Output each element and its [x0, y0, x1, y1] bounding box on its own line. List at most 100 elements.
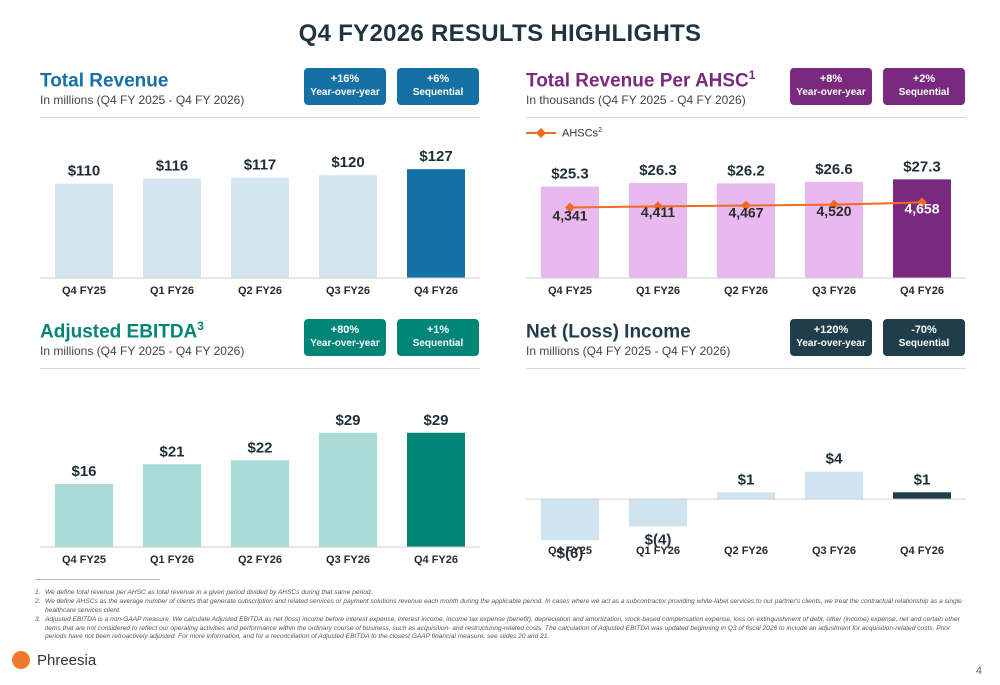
x-tick-revenue-4: Q4 FY26 — [414, 285, 458, 297]
data-label-income-0: $(6) — [557, 545, 584, 562]
yoy-badge: +120% Year-over-year — [790, 319, 872, 356]
x-tick-ebitda-4: Q4 FY26 — [414, 554, 458, 566]
bar-income-1 — [629, 499, 687, 527]
net-income-subtitle: In millions (Q4 FY 2025 - Q4 FY 2026) — [526, 344, 731, 358]
data-label-revenue-0: $110 — [68, 163, 101, 180]
bar-income-3 — [805, 471, 863, 500]
panel-divider — [40, 117, 480, 118]
data-label-ahsc-3: $26.6 — [815, 161, 853, 178]
footnote-rule — [35, 579, 160, 580]
revenue-per-ahsc-chart: $25.3 Q4 FY25 $26.3 Q1 FY26 $26.2 Q2 FY26 $26.… — [526, 158, 966, 297]
footnote-item: 1. We define total revenue per AHSC as to… — [35, 589, 373, 596]
bar-ahsc-0 — [541, 186, 599, 278]
sequential-badge: -70% Sequential — [883, 319, 965, 356]
page-number: 4 — [975, 665, 982, 677]
yoy-badge: +8% Year-over-year — [790, 68, 872, 105]
data-label-ahsc-0: $25.3 — [551, 166, 589, 183]
data-label-income-1: $(4) — [645, 531, 672, 548]
ahsc-point-3 — [829, 199, 839, 210]
data-label-ahsc-1: $26.3 — [639, 162, 677, 179]
footnote-item: 2. We define AHSCs as the average number … — [35, 597, 962, 614]
data-label-ebitda-3: $29 — [335, 412, 360, 429]
ahsc-value-label-4: 4,658 — [904, 200, 939, 216]
bar-ahsc-4 — [893, 179, 951, 278]
ahsc-value-label-3: 4,520 — [816, 203, 851, 219]
revenue-per-ahsc-panel: Total Revenue Per AHSC1 In thousands (Q4… — [526, 68, 966, 308]
ahsc-value-label-2: 4,467 — [728, 204, 763, 220]
x-tick-ebitda-3: Q3 FY26 — [326, 554, 370, 566]
x-tick-ahsc-3: Q3 FY26 — [812, 285, 856, 297]
data-label-revenue-2: $117 — [244, 157, 277, 174]
ahsc-point-4 — [917, 197, 927, 208]
yoy-badge: +16% Year-over-year — [304, 68, 386, 105]
x-tick-income-0: Q4 FY25 — [548, 545, 592, 557]
data-label-revenue-3: $120 — [331, 154, 364, 171]
bar-ahsc-3 — [805, 181, 863, 278]
bar-ebitda-3 — [319, 432, 377, 547]
bar-income-4 — [893, 492, 951, 500]
net-income-title: Net (Loss) Income — [526, 321, 691, 343]
data-label-ahsc-2: $26.2 — [727, 162, 765, 179]
x-tick-ahsc-0: Q4 FY25 — [548, 285, 592, 297]
footnotes: 1. We define total revenue per AHSC as to… — [35, 589, 965, 642]
data-label-ebitda-1: $21 — [159, 443, 184, 460]
ahsc-point-2 — [741, 200, 751, 211]
bar-revenue-1 — [143, 178, 201, 278]
bar-ebitda-0 — [55, 483, 113, 547]
bar-revenue-3 — [319, 175, 377, 278]
sequential-badge: +1% Sequential — [397, 319, 479, 356]
bar-ebitda-1 — [143, 464, 201, 547]
bar-revenue-4 — [407, 169, 465, 278]
ahsc-legend-marker-icon — [526, 128, 556, 139]
data-label-income-2: $1 — [738, 471, 755, 488]
adjusted-ebitda-chart: $16 Q4 FY25 $21 Q1 FY26 $22 Q2 FY26 $29 Q3 FY26… — [40, 412, 480, 566]
data-label-income-3: $4 — [826, 451, 843, 468]
bar-ebitda-2 — [231, 460, 289, 547]
panel-divider — [526, 368, 966, 369]
total-revenue-chart: $110 Q4 FY25 $116 Q1 FY26 $117 Q2 FY26 $120 Q3 … — [40, 148, 480, 297]
bar-income-2 — [717, 492, 775, 500]
ahsc-legend-label: AHSCs2 — [562, 127, 602, 140]
bar-ebitda-4 — [407, 432, 465, 547]
adjusted-ebitda-title: Adjusted EBITDA3 — [40, 319, 204, 343]
adjusted-ebitda-panel: Adjusted EBITDA3 In millions (Q4 FY 2025… — [40, 319, 480, 566]
total-revenue-subtitle: In millions (Q4 FY 2025 - Q4 FY 2026) — [40, 93, 245, 107]
data-label-income-4: $1 — [914, 471, 931, 488]
yoy-badge: +80% Year-over-year — [304, 319, 386, 356]
net-income-chart: $(6)Q4 FY25 $(4)Q1 FY26 $1 Q2 FY26 $4 Q3 FY26… — [526, 451, 966, 562]
data-label-ebitda-2: $22 — [247, 439, 272, 456]
panel-divider — [526, 117, 966, 118]
net-income-panel: Net (Loss) Income In millions (Q4 FY 202… — [526, 319, 966, 562]
data-label-revenue-1: $116 — [156, 158, 189, 175]
panel-divider — [40, 368, 480, 369]
x-tick-ahsc-2: Q2 FY26 — [724, 285, 768, 297]
data-label-ahsc-4: $27.3 — [903, 158, 941, 175]
sequential-badge: +2% Sequential — [883, 68, 965, 105]
x-tick-revenue-2: Q2 FY26 — [238, 285, 282, 297]
x-tick-ahsc-1: Q1 FY26 — [636, 285, 680, 297]
x-tick-income-2: Q2 FY26 — [724, 545, 768, 557]
x-tick-revenue-1: Q1 FY26 — [150, 285, 194, 297]
page-title: Q4 FY2026 RESULTS HIGHLIGHTS — [298, 20, 702, 47]
data-label-ebitda-4: $29 — [423, 412, 448, 429]
logo-text: Phreesia — [37, 651, 97, 669]
bar-revenue-0 — [55, 183, 113, 278]
ahsc-value-label-1: 4,411 — [641, 204, 675, 220]
ahsc-point-0 — [565, 202, 575, 213]
data-label-ebitda-0: $16 — [71, 463, 96, 480]
x-tick-income-1: Q1 FY26 — [636, 545, 680, 557]
sequential-badge: +6% Sequential — [397, 68, 479, 105]
adjusted-ebitda-subtitle: In millions (Q4 FY 2025 - Q4 FY 2026) — [40, 344, 245, 358]
x-tick-ebitda-1: Q1 FY26 — [150, 554, 194, 566]
x-tick-ebitda-2: Q2 FY26 — [238, 554, 282, 566]
total-revenue-title: Total Revenue — [40, 70, 169, 92]
bar-revenue-2 — [231, 177, 289, 278]
x-tick-revenue-0: Q4 FY25 — [62, 285, 106, 297]
x-tick-income-4: Q4 FY26 — [900, 545, 944, 557]
x-tick-revenue-3: Q3 FY26 — [326, 285, 370, 297]
ahsc-legend: AHSCs2 — [526, 127, 602, 140]
footnote-item: 3. Adjusted EBITDA is a non-GAAP measure.… — [35, 615, 960, 641]
revenue-per-ahsc-title: Total Revenue Per AHSC1 — [526, 68, 756, 92]
data-label-revenue-4: $127 — [419, 148, 452, 165]
x-tick-ahsc-4: Q4 FY26 — [900, 285, 944, 297]
